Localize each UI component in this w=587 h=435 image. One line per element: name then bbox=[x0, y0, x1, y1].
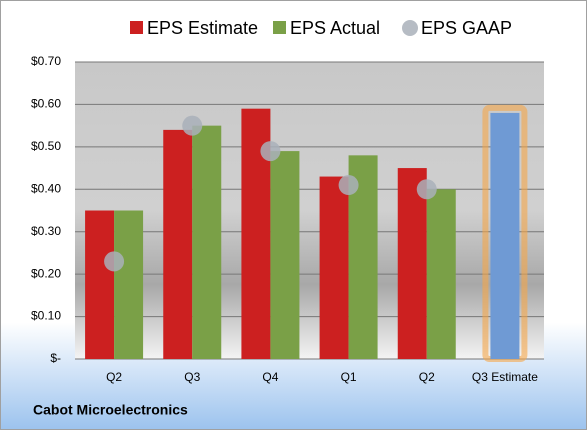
bar bbox=[163, 129, 193, 359]
x-tick-label: Q2 bbox=[106, 370, 122, 384]
bar bbox=[192, 125, 222, 360]
bar bbox=[114, 210, 144, 359]
forecast-bar bbox=[490, 112, 520, 360]
legend-marker bbox=[273, 21, 286, 34]
legend-label: EPS Estimate bbox=[147, 18, 258, 38]
x-tick-label: Q4 bbox=[262, 370, 278, 384]
x-tick-label: Q1 bbox=[341, 370, 357, 384]
y-tick-label: $0.70 bbox=[31, 54, 61, 68]
y-tick-label: $0.10 bbox=[31, 309, 61, 323]
bar bbox=[319, 176, 349, 359]
gaap-marker bbox=[104, 251, 125, 272]
bar bbox=[397, 168, 427, 359]
gaap-marker bbox=[182, 115, 203, 136]
gaap-marker bbox=[416, 179, 437, 200]
y-tick-label: $0.30 bbox=[31, 224, 61, 238]
footer: Cabot Microelectronics bbox=[33, 402, 188, 418]
legend-marker bbox=[130, 21, 143, 34]
y-tick-label: $0.50 bbox=[31, 139, 61, 153]
bar bbox=[426, 189, 456, 359]
gaap-marker bbox=[260, 141, 281, 162]
y-tick-label: $- bbox=[50, 351, 61, 365]
y-tick-label: $0.40 bbox=[31, 181, 61, 195]
bar bbox=[270, 151, 300, 359]
y-tick-label: $0.20 bbox=[31, 266, 61, 280]
bar bbox=[85, 210, 115, 359]
x-tick-label: Q3 bbox=[184, 370, 200, 384]
y-tick-label: $0.60 bbox=[31, 97, 61, 111]
x-tick-label: Q2 bbox=[419, 370, 435, 384]
legend-marker bbox=[402, 20, 418, 36]
legend-label: EPS Actual bbox=[290, 18, 380, 38]
legend-label: EPS GAAP bbox=[421, 18, 512, 38]
plot-area bbox=[75, 62, 544, 359]
gaap-marker bbox=[338, 175, 359, 196]
x-tick-label: Q3 Estimate bbox=[472, 370, 538, 384]
